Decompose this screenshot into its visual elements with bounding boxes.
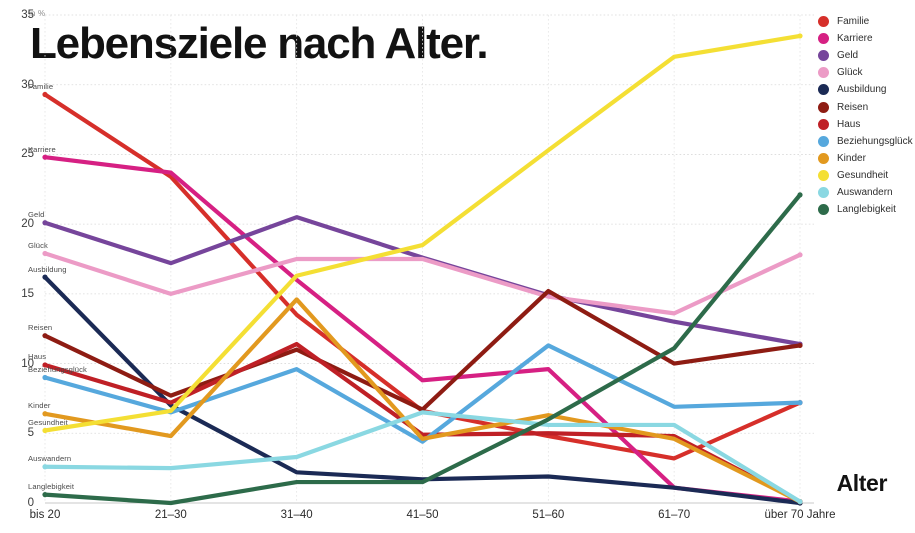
- series-end-dot: [797, 33, 803, 39]
- series-start-dot: [42, 427, 48, 434]
- legend-color-swatch-icon: [818, 84, 829, 96]
- legend-item-label: Reisen: [837, 101, 869, 113]
- inline-label-langlebigkeit: Langlebigkeit: [28, 482, 75, 492]
- legend-color-swatch-icon: [818, 101, 829, 113]
- inline-label-reisen: Reisen: [28, 323, 53, 333]
- legend-color-swatch-icon: [818, 135, 829, 147]
- y-axis-unit-label: in %: [29, 9, 46, 18]
- inline-label-beziehungsgl-ck: Beziehungsglück: [28, 365, 87, 374]
- inline-label-haus: Haus: [28, 352, 47, 362]
- x-axis-tick: 31–40: [280, 509, 313, 521]
- series-line-kinder: [42, 297, 803, 504]
- legend-item[interactable]: Haus: [818, 116, 913, 133]
- series-line-gesundheit: [42, 33, 803, 433]
- legend-item[interactable]: Familie: [818, 13, 913, 30]
- legend-item[interactable]: Auswandern: [818, 184, 913, 201]
- series-line-langlebigkeit: [42, 192, 803, 506]
- legend-item[interactable]: Reisen: [818, 98, 913, 115]
- series-start-dot: [42, 154, 48, 160]
- legend-color-swatch-icon: [818, 67, 829, 79]
- legend-item-label: Ausbildung: [837, 84, 887, 96]
- legend-item[interactable]: Ausbildung: [818, 81, 913, 98]
- series-line-karriere: [42, 155, 803, 504]
- inline-label-geld: Geld: [28, 210, 45, 220]
- series-start-dot: [42, 250, 48, 257]
- series-group: [42, 33, 803, 506]
- y-axis-tick: 10: [21, 357, 34, 370]
- legend-item-label: Geld: [837, 50, 859, 62]
- x-axis-tick: über 70 Jahre: [764, 509, 836, 521]
- series-end-dot: [797, 252, 803, 258]
- legend-color-swatch-icon: [818, 118, 829, 130]
- legend-color-swatch-icon: [818, 152, 829, 164]
- legend-item[interactable]: Karriere: [818, 30, 913, 47]
- inline-label-auswandern: Auswandern: [28, 454, 72, 464]
- legend-color-swatch-icon: [818, 169, 829, 181]
- series-end-dot: [797, 400, 803, 406]
- legend-item[interactable]: Glück: [818, 64, 913, 81]
- chart-title: Lebensziele nach Alter.: [30, 19, 489, 68]
- x-axis-tick: 51–60: [532, 509, 565, 521]
- series-end-dot: [797, 342, 803, 349]
- y-axis-tick: 20: [21, 218, 34, 231]
- series-end-dot: [797, 499, 803, 505]
- legend-item-label: Haus: [837, 118, 861, 130]
- series-start-dot: [42, 362, 48, 368]
- series-start-dot: [42, 333, 48, 339]
- inline-label-ausbildung: Ausbildung: [28, 264, 67, 274]
- x-axis-tick: bis 20: [29, 509, 61, 521]
- series-start-dot: [42, 220, 48, 226]
- x-axis-tick: 41–50: [406, 509, 439, 521]
- series-line-gl-ck: [42, 251, 803, 316]
- series-line-ausbildung: [42, 275, 803, 506]
- x-axis-tick: 21–30: [154, 509, 187, 521]
- series-line-auswandern: [42, 410, 803, 504]
- legend-color-swatch-icon: [818, 186, 829, 198]
- legend-item[interactable]: Kinder: [818, 150, 913, 167]
- legend: Familie Karriere Geld Glück Ausbildung Reisen…: [818, 13, 913, 218]
- legend-item-label: Gesundheit: [837, 169, 889, 181]
- legend-item-label: Langlebigkeit: [837, 204, 896, 216]
- y-axis-tick: 5: [27, 427, 34, 440]
- y-axis-tick: 30: [21, 78, 34, 91]
- series-line-reisen: [42, 288, 803, 412]
- legend-item[interactable]: Langlebigkeit: [818, 201, 913, 218]
- x-axis-tick: 61–70: [658, 509, 691, 521]
- legend-item-label: Glück: [837, 67, 863, 79]
- series-start-dot: [42, 374, 48, 381]
- series-start-dot: [42, 411, 48, 417]
- series-start-dot: [42, 464, 48, 470]
- legend-color-swatch-icon: [818, 204, 829, 216]
- legend-item[interactable]: Geld: [818, 47, 913, 64]
- y-axis-tick: 15: [21, 287, 34, 300]
- legend-item-label: Karriere: [837, 33, 873, 45]
- inline-label-karriere: Karriere: [28, 144, 56, 154]
- legend-item[interactable]: Beziehungsglück: [818, 133, 913, 150]
- series-line-haus: [42, 341, 803, 504]
- legend-color-swatch-icon: [818, 33, 829, 45]
- series-end-dot: [797, 192, 803, 198]
- inline-label-gl-ck: Glück: [28, 240, 48, 250]
- x-axis-title: Alter: [836, 470, 888, 496]
- inline-label-familie: Familie: [28, 81, 54, 91]
- legend-item[interactable]: Gesundheit: [818, 167, 913, 184]
- legend-color-swatch-icon: [818, 16, 829, 28]
- y-axis-tick: 25: [21, 148, 34, 161]
- inline-label-gesundheit: Gesundheit: [28, 417, 68, 427]
- series-start-dot: [42, 274, 48, 280]
- y-axis-tick: 0: [27, 497, 34, 509]
- legend-item-label: Kinder: [837, 152, 866, 164]
- legend-item-label: Beziehungsglück: [837, 135, 913, 147]
- series-start-dot: [42, 492, 48, 498]
- series-start-dot: [42, 91, 48, 98]
- inline-label-kinder: Kinder: [28, 401, 51, 411]
- y-axis-tick: 35: [21, 9, 34, 21]
- legend-color-swatch-icon: [818, 50, 829, 62]
- legend-item-label: Auswandern: [837, 186, 893, 198]
- legend-item-label: Familie: [837, 16, 870, 28]
